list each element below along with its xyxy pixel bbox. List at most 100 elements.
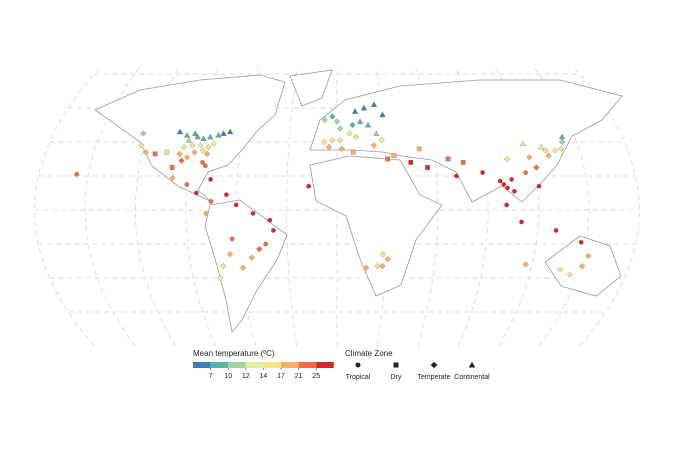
legend-tick-label: 25 (312, 373, 320, 380)
zone-symbol (430, 361, 438, 369)
station-point (329, 137, 336, 144)
color-bin (228, 362, 246, 368)
station-point (183, 132, 191, 138)
station-point (215, 132, 222, 138)
station-point (558, 145, 565, 152)
station-point (503, 155, 510, 163)
station-point (542, 147, 549, 154)
station-point (248, 254, 255, 261)
station-point (263, 241, 269, 247)
station-point (227, 128, 234, 135)
station-point (425, 165, 430, 170)
station-point (199, 147, 206, 154)
station-point (224, 192, 229, 198)
station-point (460, 160, 466, 165)
station-point (217, 274, 224, 282)
station-point (181, 144, 188, 151)
station-point (558, 133, 566, 140)
station-point (185, 137, 192, 143)
station-point (370, 101, 378, 107)
africa (309, 155, 443, 297)
station-point (200, 135, 207, 141)
station-point (142, 149, 149, 156)
zone-symbol (468, 361, 476, 368)
station-point (519, 140, 526, 147)
station-point (271, 228, 276, 233)
meridian (573, 66, 640, 347)
zone-legend-title: Climate Zone (345, 349, 393, 358)
station-point (169, 165, 175, 170)
station-point (360, 104, 367, 111)
station-point (454, 173, 459, 179)
station-point (363, 264, 370, 271)
station-point (350, 149, 356, 155)
color-bin (245, 362, 264, 368)
station-point (74, 171, 80, 177)
station-point (176, 150, 183, 157)
zone-label: Tropical (346, 374, 371, 381)
greenland (289, 69, 333, 107)
meridian (34, 66, 101, 347)
station-point (557, 266, 564, 273)
station-point (351, 108, 359, 114)
station-point (504, 202, 509, 208)
station-point (408, 160, 414, 165)
station-point (512, 188, 517, 194)
zone-symbol (355, 362, 361, 368)
station-point (193, 190, 199, 196)
station-point (189, 142, 196, 149)
legend-tick-label: 14 (260, 373, 268, 380)
station-point (480, 170, 485, 175)
meridian (135, 67, 180, 347)
station-point (208, 177, 213, 182)
station-point (385, 156, 390, 162)
color-bin (210, 362, 229, 368)
legend-tick-label: 21 (295, 373, 303, 380)
station-point (200, 160, 205, 165)
station-point (267, 217, 273, 223)
station-point (176, 128, 184, 135)
station-point (445, 156, 451, 162)
station-point (578, 239, 584, 245)
station-point (378, 137, 385, 144)
zone-label: Dry (391, 374, 402, 381)
station-point (579, 263, 586, 270)
station-point (522, 261, 529, 268)
station-point (306, 183, 311, 189)
legend: 7 10 12 14 17 21 25 Tropical Dry Temperate Contine… (193, 361, 490, 381)
station-point (220, 263, 227, 270)
legend-tick-label: 17 (277, 373, 285, 380)
station-point (384, 256, 391, 263)
zone-label: Continental (454, 374, 490, 381)
station-point (585, 252, 592, 259)
station-point (505, 185, 510, 191)
station-point (501, 182, 507, 187)
station-point (545, 152, 552, 159)
station-point (373, 130, 380, 136)
station-point (321, 116, 328, 123)
station-point (523, 170, 529, 175)
legend-tick-label: 12 (242, 373, 250, 380)
station-point (140, 130, 147, 137)
meridian (494, 67, 539, 347)
station-point (338, 145, 345, 152)
station-point (204, 150, 211, 157)
station-point (205, 144, 212, 151)
station-point (191, 149, 198, 156)
zone-label: Temperate (417, 374, 450, 381)
points (74, 101, 592, 282)
legend-tick-label: 10 (224, 373, 232, 380)
station-point (169, 174, 176, 181)
station-point (566, 271, 573, 278)
station-point (138, 142, 145, 149)
station-point (349, 121, 356, 129)
color-bin (281, 362, 299, 368)
station-point (229, 236, 235, 242)
station-point (220, 130, 227, 136)
station-point (337, 137, 344, 144)
station-point (227, 251, 234, 258)
station-point (164, 149, 170, 155)
station-point (356, 118, 364, 124)
station-point (416, 146, 422, 152)
